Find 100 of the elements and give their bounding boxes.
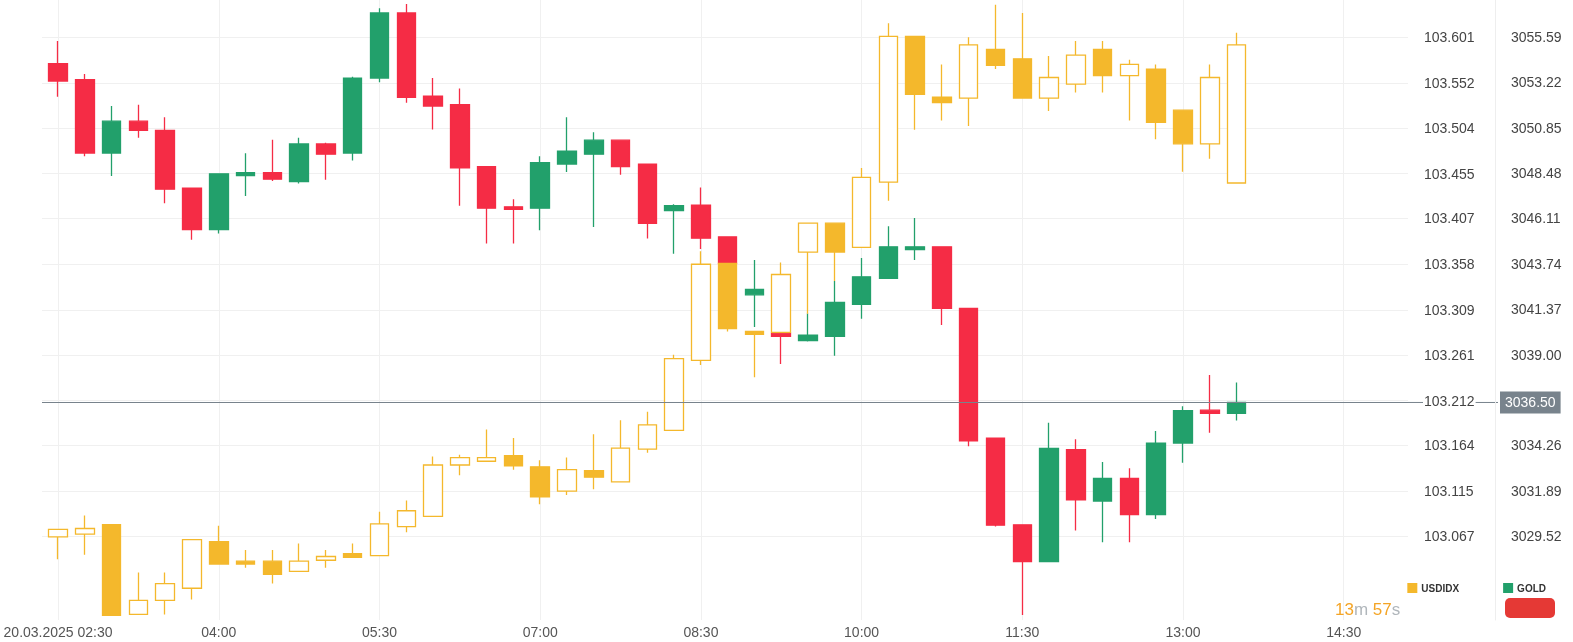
candlestick <box>262 549 283 585</box>
candlestick <box>1145 63 1167 140</box>
y-tick-label: 103.164 <box>1424 437 1475 454</box>
candlestick <box>503 437 524 471</box>
candlestick <box>154 571 176 616</box>
candlestick <box>47 40 69 98</box>
candlestick <box>1172 405 1194 464</box>
candlestick <box>878 22 899 202</box>
candlestick <box>101 105 122 177</box>
candlestick <box>1199 63 1221 160</box>
candlestick <box>610 419 631 483</box>
y-tick-label: 103.067 <box>1424 527 1475 544</box>
candlestick <box>101 524 122 616</box>
candlestick <box>1092 40 1113 94</box>
candlestick <box>1226 32 1247 184</box>
candlestick <box>288 542 310 573</box>
y2-tick-label: 3031.89 <box>1511 482 1562 499</box>
y-tick-label: 103.407 <box>1424 210 1475 227</box>
y-tick-label: 103.358 <box>1424 256 1475 273</box>
y2-tick-label: 3041.37 <box>1511 301 1562 318</box>
candlestick <box>744 259 765 328</box>
candlestick <box>315 549 337 569</box>
candlestick <box>369 7 390 83</box>
candlestick <box>690 186 712 250</box>
candlestick <box>74 514 96 556</box>
y-tick-label: 103.261 <box>1424 346 1475 363</box>
x-tick-label: 04:00 <box>201 624 237 640</box>
candlestick <box>1038 55 1060 112</box>
candlestick <box>1038 422 1060 564</box>
candlestick <box>583 131 605 228</box>
candlestick <box>851 167 872 249</box>
candlestick <box>74 73 96 157</box>
x-tick-label: 14:30 <box>1326 624 1362 640</box>
legend-label: GOLD <box>1517 582 1546 594</box>
y-tick-label: 103.601 <box>1424 29 1475 46</box>
y2-tick-label: 3034.26 <box>1511 437 1562 454</box>
candlestick <box>288 137 310 185</box>
x-tick-label: 07:00 <box>522 624 558 640</box>
candlestick <box>1065 40 1087 94</box>
candlestick <box>128 571 149 616</box>
y2-tick-label: 3053.22 <box>1511 74 1562 91</box>
candlestick <box>396 499 417 533</box>
x-tick-label: 10:00 <box>844 624 880 640</box>
y-tick-label: 103.504 <box>1424 119 1475 136</box>
y2-tick-label: 3046.11 <box>1511 210 1561 227</box>
candlestick <box>1226 381 1247 422</box>
legend-label: USDIDX <box>1421 582 1460 594</box>
candlestick <box>529 459 551 505</box>
candlestick <box>396 3 417 104</box>
candlestick <box>235 152 256 197</box>
candlestick <box>449 454 471 476</box>
candlestick <box>958 36 979 127</box>
candlestick <box>47 528 69 560</box>
candlestick <box>342 542 363 559</box>
candlestick <box>931 246 953 326</box>
candlestick <box>851 257 872 320</box>
x-tick-label: 08:30 <box>683 624 719 640</box>
y2-tick-label: 3048.48 <box>1511 165 1562 182</box>
candlestick <box>904 217 926 261</box>
y2-tick-label: 3043.74 <box>1511 255 1562 272</box>
candlestick <box>637 411 658 454</box>
candlestick <box>422 77 444 131</box>
candlestick <box>904 35 926 131</box>
candlestick <box>181 187 203 241</box>
candlestick <box>637 163 658 240</box>
candlestick <box>878 225 899 280</box>
candlestick <box>556 456 578 496</box>
candlestick <box>1092 461 1113 543</box>
candlestick <box>744 330 765 378</box>
candlestick <box>583 433 605 490</box>
annotation: 13m 57s <box>1335 600 1401 619</box>
candlestick <box>1012 524 1033 616</box>
candlestick <box>208 173 230 235</box>
x-tick-label: 13:00 <box>1165 624 1201 640</box>
candlestick <box>663 354 685 432</box>
candlestick <box>1119 467 1140 543</box>
candlestick <box>315 142 337 181</box>
candlestick <box>1199 374 1221 434</box>
candlestick <box>556 116 578 173</box>
y-tick-label: 103.552 <box>1424 75 1475 92</box>
x-tick-label: 11:30 <box>1005 624 1040 640</box>
y2-tick-label: 3050.85 <box>1511 119 1562 136</box>
candlestick <box>690 250 712 366</box>
candlestick <box>369 511 390 557</box>
candlestick <box>610 139 631 176</box>
x-tick-label: 20.03.2025 02:30 <box>3 624 113 640</box>
candlestick <box>1065 438 1087 532</box>
candlestick <box>449 87 471 207</box>
candlestick <box>985 4 1006 70</box>
ref-line-label: 3036.50 <box>1505 394 1556 411</box>
y2-tick-label: 3029.52 <box>1511 528 1562 545</box>
y-tick-label: 103.455 <box>1424 165 1475 182</box>
y2-tick-label: 3039.00 <box>1511 346 1562 363</box>
candlestick <box>476 165 497 245</box>
candlestick <box>931 63 953 122</box>
candlestick <box>985 437 1006 528</box>
candlestick <box>1145 430 1167 520</box>
candlestick <box>342 76 363 162</box>
y-tick-label: 103.115 <box>1424 483 1474 500</box>
candlestick <box>1119 59 1140 122</box>
